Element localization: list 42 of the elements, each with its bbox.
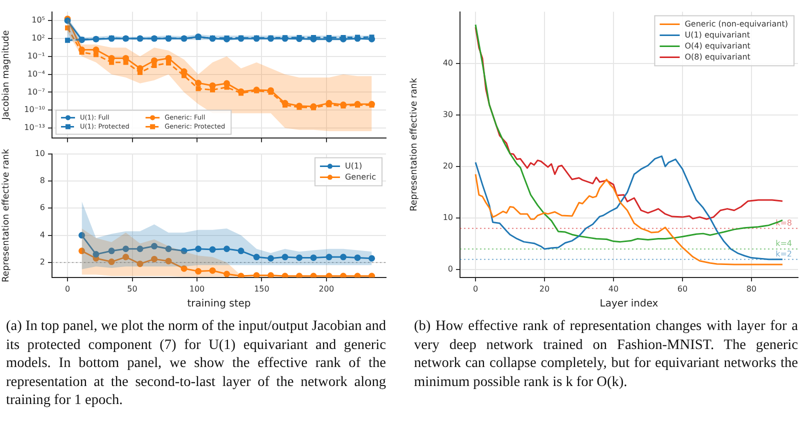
y-tick-label: 10⁻¹⁰ bbox=[24, 105, 45, 114]
ref-line-label: k=2 bbox=[776, 249, 792, 258]
x-tick-label: 60 bbox=[677, 284, 688, 294]
y-axis-title: Representation effective rank bbox=[410, 77, 420, 212]
y-tick-label: 40 bbox=[442, 58, 453, 68]
x-tick-label: 20 bbox=[539, 284, 550, 294]
x-tick-label: 80 bbox=[746, 284, 757, 294]
y-tick-label: 6 bbox=[40, 203, 45, 212]
x-tick-label: 0 bbox=[64, 284, 70, 294]
y-tick-label: 10 bbox=[34, 148, 45, 158]
y-tick-label: 0 bbox=[448, 264, 453, 274]
y-tick-label: 10⁵ bbox=[32, 16, 45, 25]
legend-label: Generic (non-equivariant) bbox=[684, 19, 788, 28]
ref-line-label: k=4 bbox=[776, 239, 792, 248]
y-tick-label: 4 bbox=[40, 230, 45, 240]
y-tick-label: 2 bbox=[40, 258, 45, 267]
x-tick-label: 100 bbox=[189, 284, 205, 294]
legend-label: Generic bbox=[344, 172, 376, 182]
text: (a) In top panel, we plot the norm of the input/output Jacobian and its protected component (7) for U(1) equivariant and generic models. In bottom panel, we show the effective rank of the representation at the second-to-last layer of the network along training for 1 epoch. bbox=[5, 317, 387, 410]
x-axis-title: training step bbox=[187, 298, 251, 310]
x-tick-label: 50 bbox=[127, 284, 138, 294]
y-axis-title: Representation effective rank bbox=[2, 148, 12, 282]
x-tick-label: 150 bbox=[254, 284, 270, 294]
text: (b) How effective rank of representation changes with layer for a very deep network trained on Fashion-MNIST. The generic network can collapse completely, but for equivariant networks the minimum possible rank is k for O(k). bbox=[413, 317, 799, 391]
y-tick-label: 10⁻⁴ bbox=[27, 69, 45, 78]
legend-label: U(1) equivariant bbox=[684, 30, 750, 40]
x-tick-label: 200 bbox=[318, 284, 334, 294]
x-axis-title: Layer index bbox=[600, 298, 658, 310]
x-tick-label: 0 bbox=[472, 284, 478, 294]
y-tick-label: 10² bbox=[32, 34, 45, 43]
y-tick-label: 30 bbox=[442, 110, 453, 120]
x-tick-label: 40 bbox=[608, 284, 619, 294]
y-tick-label: 20 bbox=[442, 162, 453, 171]
legend-label: O(8) equivariant bbox=[684, 52, 750, 62]
y-tick-label: 10⁻¹³ bbox=[24, 123, 45, 132]
y-tick-label: 10⁻¹ bbox=[27, 52, 45, 61]
y-tick-label: 8 bbox=[40, 176, 45, 186]
y-axis-title: Jacobian magnitude bbox=[2, 30, 12, 121]
y-tick-label: 10⁻⁷ bbox=[27, 87, 45, 96]
legend-label: U(1) bbox=[344, 161, 362, 170]
legend-label: O(4) equivariant bbox=[684, 41, 750, 50]
y-tick-label: 10 bbox=[442, 213, 453, 222]
